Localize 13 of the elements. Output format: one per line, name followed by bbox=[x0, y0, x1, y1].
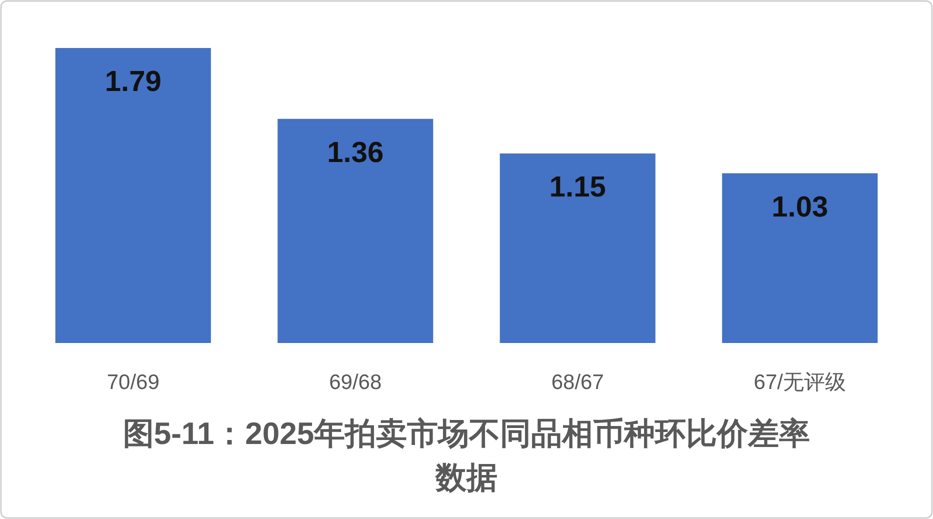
bar bbox=[500, 153, 656, 343]
bar bbox=[722, 173, 878, 343]
bar bbox=[278, 118, 434, 343]
x-tick-label: 69/68 bbox=[329, 371, 382, 394]
data-label: 1.03 bbox=[772, 191, 828, 224]
bar bbox=[55, 48, 211, 343]
data-label: 1.15 bbox=[549, 171, 606, 204]
data-label: 1.36 bbox=[327, 136, 384, 169]
x-tick-label: 70/69 bbox=[106, 371, 160, 394]
text: 图5-11：2025年拍卖市场不同品相币种环比价差率数据 bbox=[122, 415, 812, 497]
data-label: 1.79 bbox=[104, 66, 162, 98]
x-tick-label: 68/67 bbox=[551, 371, 604, 394]
x-tick-label: 67/无评级 bbox=[754, 371, 846, 394]
